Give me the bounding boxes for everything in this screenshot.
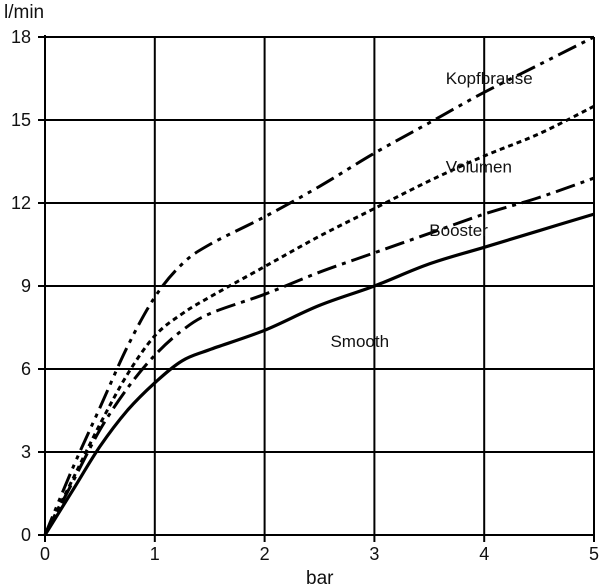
x-axis-title: bar	[306, 568, 334, 586]
axes	[38, 35, 595, 542]
x-tick-label: 1	[150, 544, 160, 564]
series-label-smooth: Smooth	[330, 332, 389, 351]
series-line-volumen	[43, 104, 595, 536]
grid	[45, 36, 595, 535]
y-tick-label: 6	[21, 359, 31, 379]
x-tick-label: 0	[40, 544, 50, 564]
series-label-volumen: Volumen	[446, 158, 512, 177]
x-tick-label: 5	[589, 544, 599, 564]
y-tick-label: 15	[11, 110, 31, 130]
series-label-booster: Booster	[429, 221, 488, 240]
x-tick-label: 3	[369, 544, 379, 564]
y-tick-label: 9	[21, 276, 31, 296]
series-labels: Kopfbrause Volumen Booster Smooth	[330, 69, 532, 351]
series-lines	[43, 35, 595, 536]
x-tick-label: 2	[260, 544, 270, 564]
x-tick-label: 4	[479, 544, 489, 564]
y-tick-label: 12	[11, 193, 31, 213]
y-tick-label: 0	[21, 525, 31, 545]
y-tick-label: 3	[21, 442, 31, 462]
series-label-kopfbrause: Kopfbrause	[446, 69, 533, 88]
y-tick-label: 18	[11, 27, 31, 47]
y-axis-title: l/min	[4, 2, 44, 23]
series-line-smooth	[43, 212, 595, 536]
series-line-booster	[43, 176, 595, 536]
series-line-kopfbrause	[43, 35, 595, 536]
